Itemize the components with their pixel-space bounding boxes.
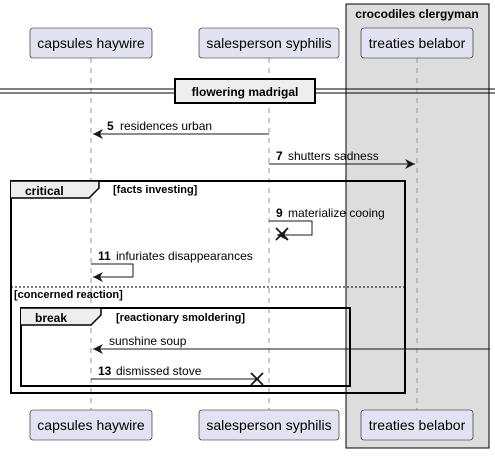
fragment-condition: [facts investing]	[113, 184, 198, 196]
participant-label: treaties belabor	[369, 417, 466, 433]
participant-label: capsules haywire	[37, 417, 145, 433]
divider-label: flowering madrigal	[192, 85, 299, 99]
message-text: sunshine soup	[109, 334, 187, 348]
message-text: residences urban	[120, 119, 212, 133]
divider: flowering madrigal	[0, 78, 495, 104]
destroy-icon	[275, 227, 289, 241]
fragment-critical: critical [facts investing] [concerned re…	[10, 180, 406, 394]
message-number: 7	[276, 149, 283, 163]
participant-label: capsules haywire	[37, 35, 145, 51]
message-13: 13 dismissed stove	[91, 364, 264, 386]
message-text: shutters sadness	[288, 149, 379, 163]
message-number: 5	[107, 119, 114, 133]
participant-bottom-treaties-belabor[interactable]: treaties belabor	[360, 409, 474, 441]
participant-top-capsules-haywire[interactable]: capsules haywire	[29, 27, 153, 59]
message-text: dismissed stove	[116, 364, 202, 378]
participant-top-treaties-belabor[interactable]: treaties belabor	[360, 27, 474, 59]
message-number: 11	[98, 249, 111, 263]
message-11: 11 infuriates disappearances	[91, 249, 253, 282]
lifelines	[90, 58, 418, 410]
participant-bottom-salesperson-syphilis[interactable]: salesperson syphilis	[198, 409, 340, 441]
group-title: crocodiles clergyman	[355, 7, 478, 21]
participant-top-salesperson-syphilis[interactable]: salesperson syphilis	[198, 27, 340, 59]
participant-label: salesperson syphilis	[206, 417, 331, 433]
participant-bottom-capsules-haywire[interactable]: capsules haywire	[29, 409, 153, 441]
fragment-condition: [reactionary smoldering]	[116, 312, 245, 324]
message-number: 13	[98, 364, 112, 378]
message-sunshine-soup: sunshine soup	[93, 334, 490, 354]
destroy-icon	[250, 372, 264, 386]
fragment-else-condition: [concerned reaction]	[14, 289, 123, 301]
message-5: 5 residences urban	[93, 119, 269, 139]
fragment-keyword: critical	[25, 184, 64, 198]
participant-label: salesperson syphilis	[206, 35, 331, 51]
message-number: 9	[276, 206, 283, 220]
message-7: 7 shutters sadness	[269, 149, 415, 169]
message-9: 9 materialize cooing	[269, 206, 385, 241]
message-text: materialize cooing	[288, 206, 385, 220]
participant-label: treaties belabor	[369, 35, 466, 51]
fragment-keyword: break	[35, 311, 67, 325]
message-text: infuriates disappearances	[116, 249, 253, 263]
fragment-break: break [reactionary smoldering]	[20, 307, 351, 387]
